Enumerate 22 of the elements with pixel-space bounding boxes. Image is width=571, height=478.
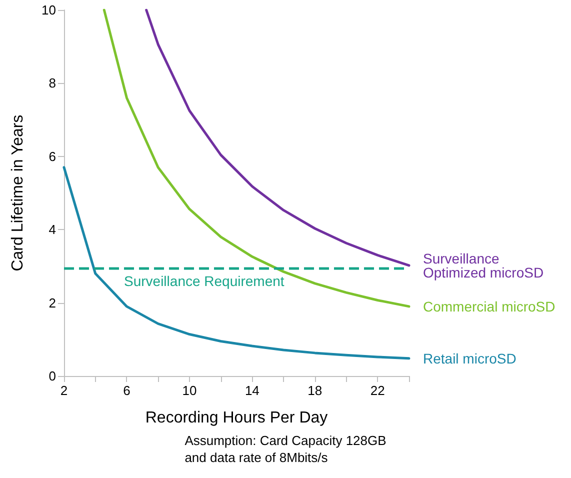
line-series bbox=[102, 8, 410, 308]
x-axis-title: Recording Hours Per Day bbox=[145, 410, 328, 426]
y-tick-label: 10 bbox=[42, 2, 56, 18]
y-tick-label: 4 bbox=[48, 222, 56, 238]
y-tick-label: 6 bbox=[48, 148, 56, 164]
x-tick-label: 2 bbox=[60, 383, 68, 398]
line-series bbox=[62, 166, 410, 360]
y-axis-title: Card Lifetime in Years bbox=[10, 114, 26, 272]
y-tick-label: 0 bbox=[48, 368, 56, 384]
x-tick-label: 14 bbox=[244, 383, 260, 398]
x-tick-label: 6 bbox=[123, 383, 130, 398]
line-series bbox=[145, 8, 410, 267]
series-label: Commercial microSD bbox=[423, 298, 556, 314]
y-tick-label: 8 bbox=[48, 76, 56, 91]
x-tick-label: 22 bbox=[370, 383, 385, 398]
series-label: Surveillance Optimized microSD bbox=[423, 250, 544, 280]
y-tick-label: 2 bbox=[48, 295, 56, 310]
series-label: Retail microSD bbox=[423, 350, 516, 366]
text: Assumption: Card Capacity 128GB and data rate of 8Mbits/s bbox=[184, 433, 386, 465]
ref-line-label: Surveillance Requirement bbox=[124, 273, 284, 290]
x-tick-label: 10 bbox=[182, 383, 197, 398]
x-tick-label: 18 bbox=[308, 383, 322, 398]
